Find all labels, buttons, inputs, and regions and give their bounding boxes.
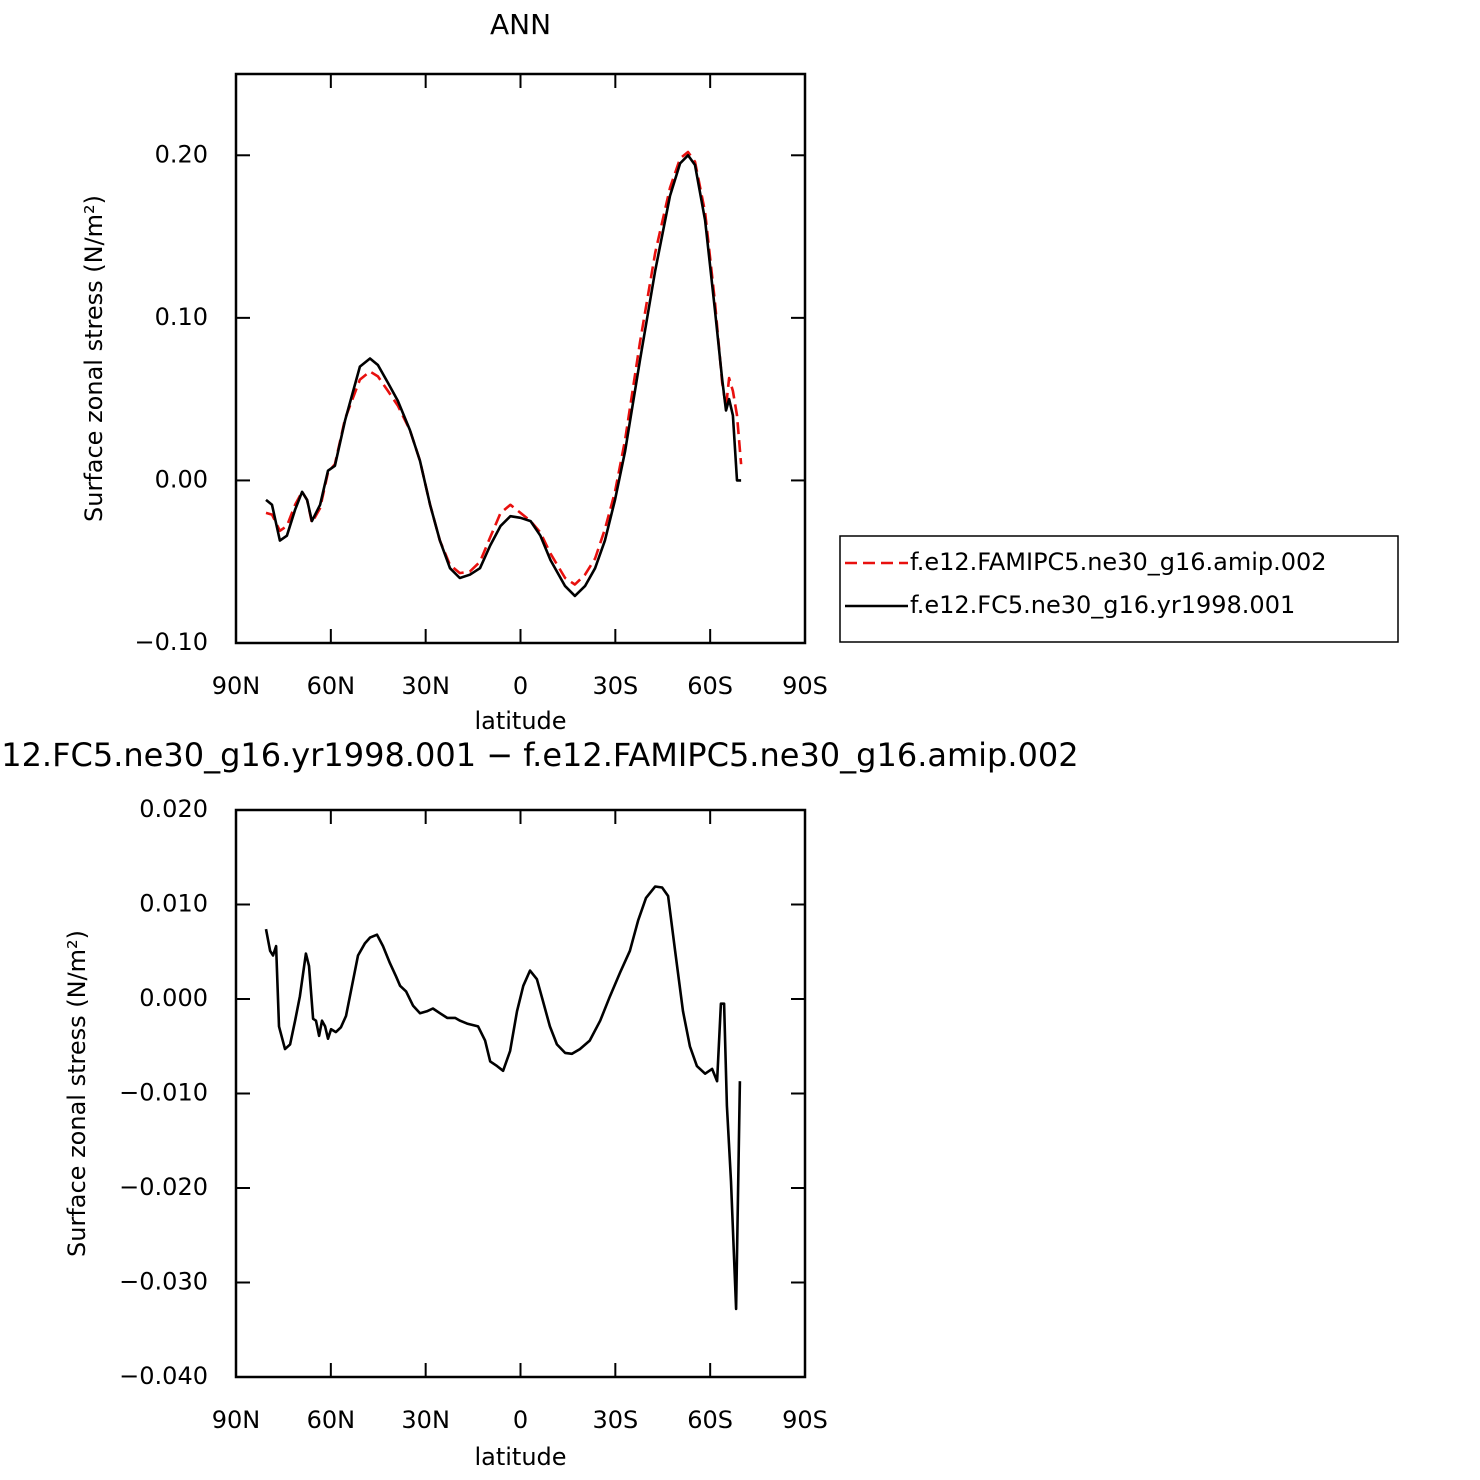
chart-title: ANN xyxy=(490,8,551,41)
y-tick-label: 0.010 xyxy=(139,890,208,918)
y-tick-label: −0.020 xyxy=(119,1173,208,1201)
y-tick-label: −0.030 xyxy=(119,1268,208,1296)
y-axis-label: Surface zonal stress (N/m²) xyxy=(80,195,108,522)
plot-frame xyxy=(234,72,807,645)
x-tick-label: 30N xyxy=(401,672,450,700)
y-tick-label: 0.00 xyxy=(155,465,208,493)
x-tick-label: 60S xyxy=(687,1406,733,1434)
x-tick-label: 90N xyxy=(212,672,261,700)
x-tick-label: 0 xyxy=(513,1406,528,1434)
y-tick-label: 0.000 xyxy=(139,984,208,1012)
data-line xyxy=(265,154,742,598)
y-tick-label: −0.10 xyxy=(134,628,208,656)
x-tick-label: 60S xyxy=(687,672,733,700)
data-line xyxy=(265,150,743,586)
y-tick-label: −0.010 xyxy=(119,1079,208,1107)
legend-label: f.e12.FC5.ne30_g16.yr1998.001 xyxy=(910,591,1295,619)
x-tick-label: 30N xyxy=(401,1406,450,1434)
x-tick-label: 90N xyxy=(212,1406,261,1434)
x-axis-label: latitude xyxy=(474,1443,566,1471)
x-tick-label: 30S xyxy=(592,672,638,700)
legend-box xyxy=(839,535,1399,643)
y-tick-label: 0.20 xyxy=(155,140,208,168)
x-tick-label: 60N xyxy=(307,1406,356,1434)
chart-title: f.e12.FC5.ne30_g16.yr1998.001 − f.e12.FA… xyxy=(0,736,1079,774)
y-tick-label: 0.020 xyxy=(139,795,208,823)
legend-label: f.e12.FAMIPC5.ne30_g16.amip.002 xyxy=(910,548,1327,576)
y-tick-label: −0.040 xyxy=(119,1362,208,1390)
plot-frame xyxy=(234,808,807,1379)
x-tick-label: 30S xyxy=(592,1406,638,1434)
x-tick-label: 90S xyxy=(782,672,828,700)
y-axis-label: Surface zonal stress (N/m²) xyxy=(63,930,91,1257)
y-tick-label: 0.10 xyxy=(155,303,208,331)
x-axis-label: latitude xyxy=(474,707,566,735)
data-line xyxy=(264,885,742,1311)
x-tick-label: 90S xyxy=(782,1406,828,1434)
x-tick-label: 0 xyxy=(513,672,528,700)
x-tick-label: 60N xyxy=(307,672,356,700)
